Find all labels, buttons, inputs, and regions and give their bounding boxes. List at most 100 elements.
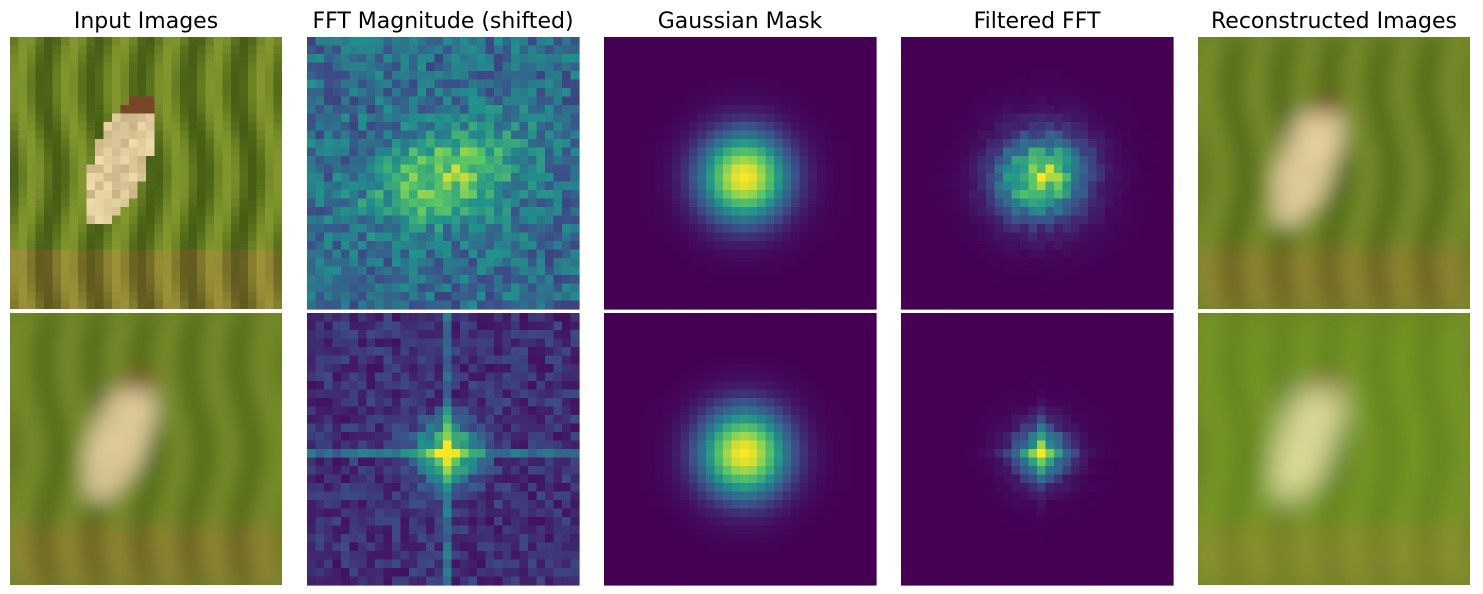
pixel	[1283, 190, 1293, 200]
pixel	[697, 122, 707, 132]
pixel	[1045, 88, 1055, 98]
pixel	[536, 173, 546, 183]
pixel	[604, 266, 614, 276]
pixel	[1045, 232, 1055, 242]
pixel	[757, 62, 767, 72]
pixel	[1410, 79, 1420, 89]
pixel	[197, 54, 207, 64]
pixel	[545, 232, 555, 242]
pixel	[1334, 215, 1344, 225]
pixel	[782, 283, 792, 293]
pixel	[1071, 173, 1081, 183]
pixel	[859, 45, 869, 55]
pixel	[1139, 190, 1149, 200]
pixel	[477, 156, 487, 166]
pixel	[112, 37, 122, 47]
pixel	[392, 156, 402, 166]
pixel	[867, 71, 877, 81]
pixel	[511, 198, 521, 208]
pixel	[833, 130, 843, 140]
pixel	[1385, 79, 1395, 89]
pixel	[103, 37, 113, 47]
pixel	[808, 198, 818, 208]
pixel	[1436, 105, 1446, 115]
pixel	[1122, 241, 1132, 251]
pixel	[672, 88, 682, 98]
pixel	[231, 173, 241, 183]
pixel	[95, 88, 105, 98]
pixel	[1130, 181, 1140, 191]
pixel	[1062, 181, 1072, 191]
pixel	[163, 79, 173, 89]
pixel	[103, 224, 113, 234]
pixel	[86, 224, 96, 234]
pixel	[358, 215, 368, 225]
pixel	[239, 71, 249, 81]
pixel	[1444, 139, 1454, 149]
pixel	[1334, 275, 1344, 285]
pixel	[808, 105, 818, 115]
pixel	[706, 88, 716, 98]
pixel	[44, 139, 54, 149]
pixel	[10, 71, 20, 81]
pixel	[901, 45, 911, 55]
pixel	[723, 71, 733, 81]
pixel	[1385, 105, 1395, 115]
pixel	[180, 292, 190, 302]
pixel	[146, 62, 156, 72]
pixel	[816, 79, 826, 89]
pixel	[231, 190, 241, 200]
pixel	[443, 71, 453, 81]
pixel	[1402, 54, 1412, 64]
pixel	[842, 113, 852, 123]
pixel	[265, 207, 275, 217]
pixel	[1351, 258, 1361, 268]
pixel	[1223, 54, 1233, 64]
pixel	[61, 156, 71, 166]
pixel	[816, 156, 826, 166]
pixel	[1291, 224, 1301, 234]
pixel	[1325, 105, 1335, 115]
pixel	[265, 139, 275, 149]
pixel	[1198, 45, 1208, 55]
pixel	[375, 283, 385, 293]
pixel	[1419, 275, 1429, 285]
pixel	[808, 207, 818, 217]
pixel	[443, 130, 453, 140]
pixel	[1215, 300, 1225, 309]
pixel	[1206, 283, 1216, 293]
pixel	[307, 292, 317, 302]
pixel	[740, 130, 750, 140]
pixel	[375, 258, 385, 268]
pixel	[1249, 45, 1259, 55]
pixel	[1249, 207, 1259, 217]
pixel	[655, 54, 665, 64]
pixel	[332, 62, 342, 72]
pixel	[969, 105, 979, 115]
pixel	[1266, 275, 1276, 285]
pixel	[570, 300, 580, 310]
pixel	[1223, 156, 1233, 166]
pixel	[477, 62, 487, 72]
pixel	[1444, 37, 1454, 47]
pixel	[842, 71, 852, 81]
pixel	[315, 249, 325, 259]
pixel	[1436, 190, 1446, 200]
pixel	[918, 156, 928, 166]
pixel	[163, 147, 173, 157]
pixel	[222, 224, 232, 234]
pixel	[765, 198, 775, 208]
pixel	[214, 215, 224, 225]
pixel	[1156, 224, 1166, 234]
pixel	[994, 224, 1004, 234]
pixel	[918, 139, 928, 149]
pixel	[791, 139, 801, 149]
pixel	[969, 71, 979, 81]
pixel	[103, 173, 113, 183]
pixel	[44, 122, 54, 132]
pixel	[1283, 130, 1293, 140]
pixel	[1376, 54, 1386, 64]
pixel	[146, 122, 156, 132]
pixel	[10, 130, 20, 140]
pixel	[765, 292, 775, 302]
